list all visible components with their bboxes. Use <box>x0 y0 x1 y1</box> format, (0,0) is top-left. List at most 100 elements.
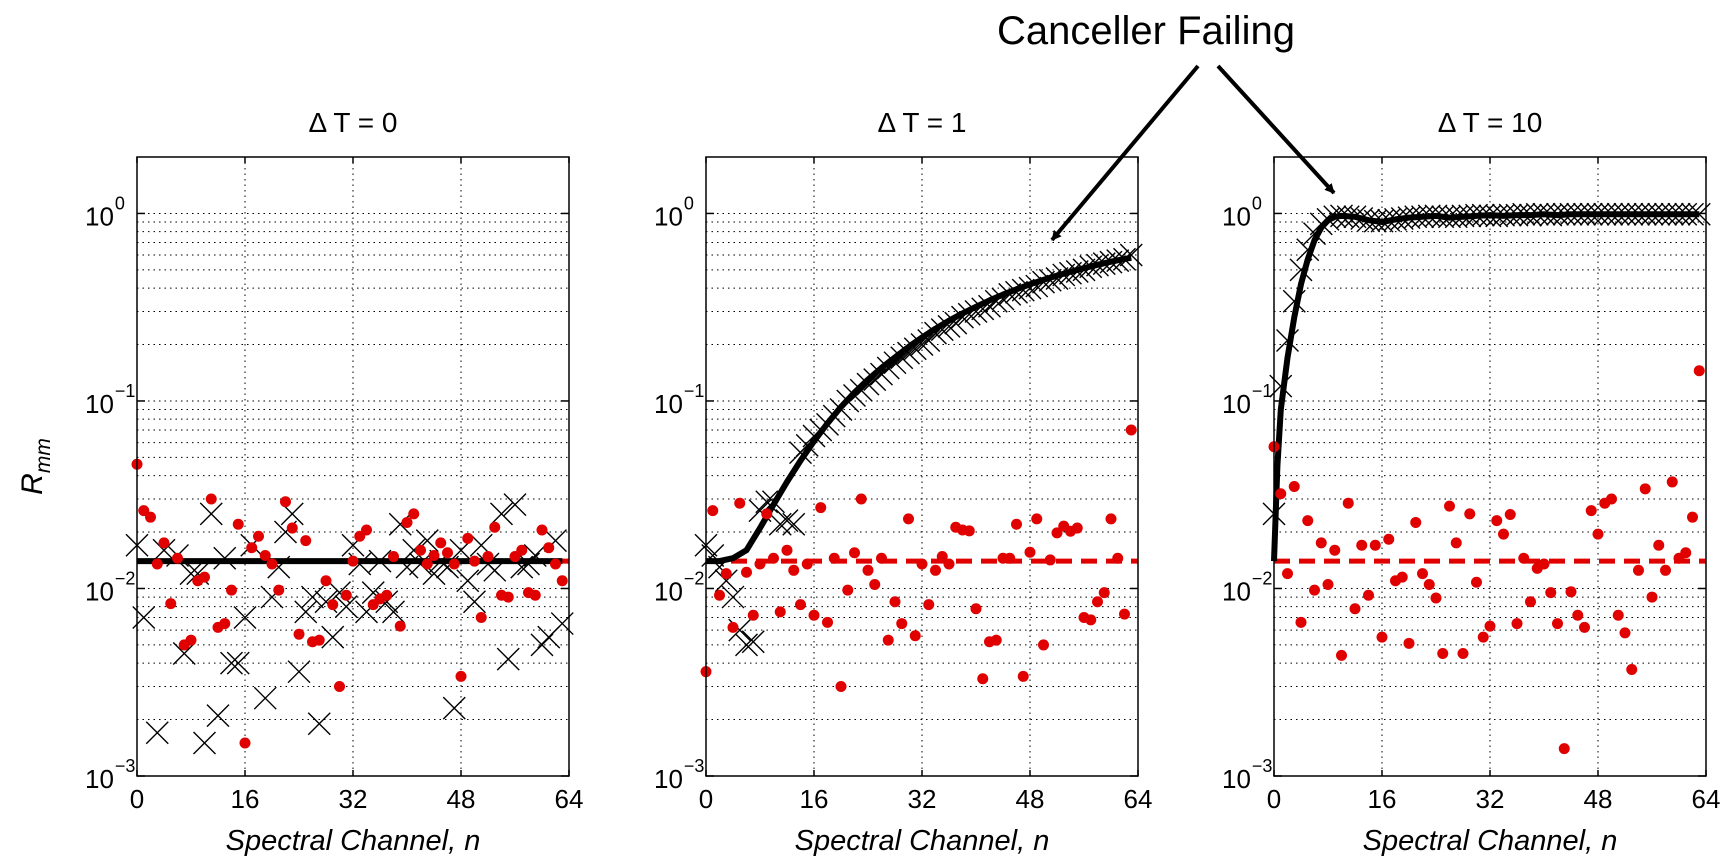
data-point <box>795 599 806 611</box>
panel-2: 0 16 32 48 64 10−3 10−2 10−1 100 Δ T = 1 Spectral … <box>654 107 1152 857</box>
data-point <box>1471 576 1482 588</box>
data-point <box>1660 564 1671 576</box>
data-point <box>801 558 813 570</box>
y-tick-label: 10−2 <box>654 568 704 606</box>
data-point <box>1363 589 1374 601</box>
x-marker <box>253 686 277 710</box>
data-point <box>835 681 847 693</box>
data-point <box>1498 528 1509 540</box>
data-point <box>970 603 982 615</box>
data-point <box>1282 568 1293 580</box>
data-point <box>1295 616 1307 628</box>
x-marker <box>735 633 758 657</box>
data-point <box>1606 493 1617 505</box>
data-point <box>1383 533 1395 545</box>
x-marker <box>903 337 927 361</box>
x-marker <box>301 585 324 609</box>
data-point <box>1004 552 1016 564</box>
y-tick-label: 100 <box>654 193 694 231</box>
data-point <box>469 555 480 567</box>
x-marker <box>503 493 527 517</box>
data-point <box>781 544 793 556</box>
data-point <box>253 530 264 542</box>
x-marker <box>782 512 806 536</box>
data-point <box>761 508 773 520</box>
x-marker <box>226 651 250 675</box>
x-marker <box>463 590 486 614</box>
red-dots <box>700 424 1137 693</box>
data-point <box>502 591 514 603</box>
x-tick-label: 64 <box>1692 784 1721 814</box>
x-marker <box>402 538 426 562</box>
x-tick-label: 32 <box>1476 784 1505 814</box>
data-point <box>1592 528 1604 540</box>
data-point <box>1666 476 1678 488</box>
y-axis-label: Rmm <box>16 438 55 495</box>
red-dots <box>131 458 568 749</box>
data-point <box>1044 554 1056 566</box>
x-marker <box>442 696 466 720</box>
data-point <box>1633 564 1644 576</box>
data-point <box>707 505 719 517</box>
data-point <box>1098 587 1110 599</box>
x-marker <box>132 606 156 630</box>
grid <box>1274 157 1706 776</box>
data-point <box>280 496 291 508</box>
data-point <box>408 508 420 520</box>
panel-1: 0 16 32 48 64 10−3 10−2 10−1 100 Δ T = 0 Spectral … <box>16 107 583 857</box>
x-tick-label: 48 <box>447 784 476 814</box>
data-point <box>1511 618 1523 630</box>
data-point <box>977 673 989 685</box>
data-point <box>869 579 881 591</box>
y-tick-label: 10−1 <box>1222 381 1272 419</box>
data-point <box>828 552 840 564</box>
x-marker <box>550 612 574 636</box>
y-tick-exponent: 0 <box>115 193 125 213</box>
data-point <box>1619 627 1631 639</box>
data-point <box>536 524 548 536</box>
data-point <box>1342 497 1354 509</box>
x-marker <box>287 660 311 684</box>
data-point <box>313 634 325 646</box>
data-point <box>361 524 372 536</box>
data-point <box>1410 516 1422 528</box>
data-point <box>266 558 278 570</box>
data-point <box>1309 584 1320 596</box>
data-point <box>882 634 894 646</box>
data-point <box>1464 508 1476 520</box>
x-tick-label: 0 <box>130 784 144 814</box>
data-point <box>815 502 827 514</box>
data-point <box>1322 579 1334 591</box>
data-point <box>401 516 413 528</box>
data-point <box>1626 663 1638 675</box>
data-point <box>205 493 217 505</box>
data-point <box>849 547 860 559</box>
data-point <box>936 551 948 563</box>
data-point <box>1071 522 1083 534</box>
data-point <box>347 555 359 567</box>
red-dots <box>1268 365 1705 755</box>
data-point <box>1302 515 1314 527</box>
x-marker <box>768 512 792 536</box>
data-point <box>415 544 426 556</box>
data-point <box>1552 618 1563 630</box>
data-point <box>293 628 305 640</box>
data-point <box>1119 608 1130 620</box>
x-marker <box>775 509 799 533</box>
data-point <box>1288 480 1300 492</box>
data-point <box>388 551 399 563</box>
x-marker <box>741 630 765 654</box>
panels: 0 16 32 48 64 10−3 10−2 10−1 100 Δ T = 0 Spectral … <box>16 107 1720 857</box>
data-point <box>903 513 914 525</box>
data-point <box>1349 603 1361 615</box>
data-point <box>340 589 352 601</box>
y-tick-exponent: −1 <box>115 381 136 401</box>
x-markers <box>694 243 1143 657</box>
annotation-canceller-failing: Canceller Failing <box>997 9 1295 53</box>
data-point <box>1125 424 1137 436</box>
data-point <box>1585 505 1597 517</box>
data-point <box>1477 631 1489 643</box>
data-point <box>916 558 928 570</box>
x-marker <box>382 600 405 624</box>
data-point <box>1504 509 1516 521</box>
